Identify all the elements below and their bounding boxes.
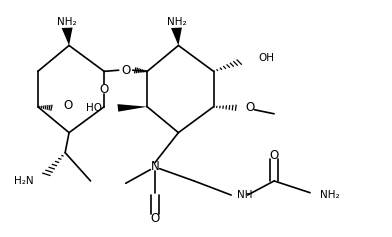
Text: HO: HO [86, 103, 102, 113]
Polygon shape [171, 27, 182, 46]
Text: NH: NH [237, 190, 252, 200]
Text: O: O [151, 212, 160, 225]
Text: O: O [269, 149, 279, 162]
Text: O: O [100, 82, 109, 96]
Text: OH: OH [258, 53, 274, 64]
Text: N: N [151, 160, 160, 173]
Polygon shape [62, 27, 73, 46]
Polygon shape [118, 104, 147, 112]
Text: O: O [63, 99, 73, 112]
Text: NH₂: NH₂ [167, 17, 186, 27]
Text: NH₂: NH₂ [320, 190, 340, 200]
Text: H₂N: H₂N [14, 176, 34, 186]
Text: O: O [121, 64, 130, 77]
Text: O: O [245, 101, 254, 114]
Text: NH₂: NH₂ [57, 17, 77, 27]
